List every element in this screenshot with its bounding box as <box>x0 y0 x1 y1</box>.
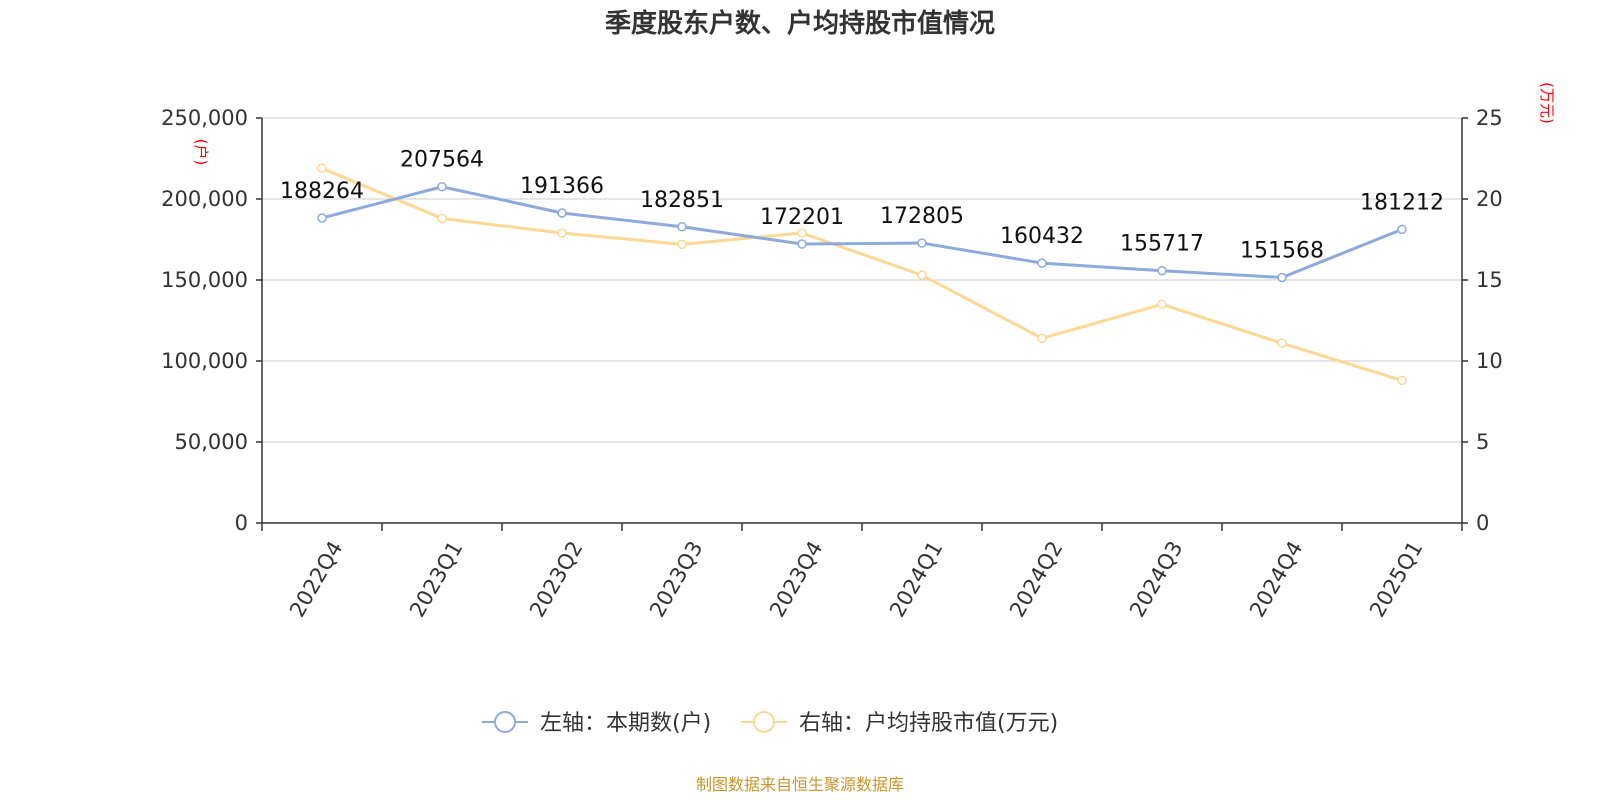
right-axis-unit: (万元) <box>1538 82 1556 124</box>
x-axis-tick-label: 2023Q3 <box>645 537 707 621</box>
data-label: 151568 <box>1240 238 1324 263</box>
legend-label: 右轴：户均持股市值(万元) <box>799 711 1058 736</box>
left-axis-unit: (户) <box>192 139 210 166</box>
legend-item[interactable]: 左轴：本期数(户) <box>482 711 711 736</box>
data-label: 191366 <box>520 174 604 199</box>
legend-item[interactable]: 右轴：户均持股市值(万元) <box>741 711 1058 736</box>
data-point <box>1037 258 1047 268</box>
data-label: 160432 <box>1000 224 1084 249</box>
data-point <box>557 208 567 218</box>
x-axis-tick-label: 2023Q1 <box>405 537 467 621</box>
x-axis-tick-label: 2024Q3 <box>1125 537 1187 621</box>
x-axis-tick-label: 2022Q4 <box>285 537 347 621</box>
x-axis-tick-label: 2023Q2 <box>525 537 587 621</box>
grid-layer <box>262 117 1462 443</box>
data-label: 182851 <box>640 188 724 213</box>
legend-marker <box>494 711 516 733</box>
data-point <box>1277 272 1287 283</box>
x-axis-tick-label: 2023Q4 <box>765 537 827 621</box>
left-axis-tick-label: 250,000 <box>161 106 248 130</box>
right-axis-tick-label: 15 <box>1476 268 1503 292</box>
x-axis-tick-label: 2025Q1 <box>1365 537 1427 621</box>
data-point <box>1397 224 1407 235</box>
data-label: 188264 <box>280 179 364 204</box>
legend[interactable]: 左轴：本期数(户) 右轴：户均持股市值(万元) <box>482 711 1058 736</box>
data-point <box>317 163 327 173</box>
series-line <box>321 166 1403 382</box>
right-axis-tick-label: 0 <box>1476 511 1489 535</box>
data-point <box>917 238 927 248</box>
source-note: 制图数据来自恒生聚源数据库 <box>696 775 904 794</box>
data-point <box>1277 338 1287 348</box>
data-point <box>1157 299 1167 310</box>
data-label: 172805 <box>880 204 964 229</box>
data-point <box>797 228 807 238</box>
data-point <box>437 213 447 224</box>
right-axis-tick-label: 25 <box>1476 106 1503 130</box>
data-label: 172201 <box>760 205 844 230</box>
legend-marker <box>753 711 775 733</box>
data-point <box>677 222 687 232</box>
data-point <box>437 181 447 192</box>
data-label: 207564 <box>400 148 484 173</box>
legend-label: 左轴：本期数(户) <box>540 711 711 736</box>
data-point <box>1037 333 1047 344</box>
data-point <box>1157 265 1167 276</box>
data-point <box>557 228 567 238</box>
left-axis-tick-label: 100,000 <box>161 349 248 373</box>
left-axis-tick-label: 200,000 <box>161 187 248 211</box>
left-axis-tick-label: 150,000 <box>161 268 248 292</box>
data-point <box>797 239 807 249</box>
axes-layer: 0 50,000 100,000 150,000 200,000 250,000 0 5 10 1… <box>161 82 1556 621</box>
data-point <box>917 270 927 280</box>
x-axis-tick-label: 2024Q2 <box>1005 537 1067 621</box>
data-point <box>1397 375 1407 386</box>
data-point <box>317 213 327 223</box>
series-line <box>321 185 1403 279</box>
right-axis-tick-label: 5 <box>1476 430 1489 454</box>
data-label: 155717 <box>1120 232 1204 257</box>
data-point <box>677 239 687 250</box>
left-axis-tick-label: 50,000 <box>175 430 248 454</box>
right-axis-tick-label: 10 <box>1476 349 1503 373</box>
series-layer <box>317 163 1407 386</box>
x-axis-tick-label: 2024Q4 <box>1245 537 1307 621</box>
data-label: 181212 <box>1360 190 1444 215</box>
labels-layer: 188264 207564 191366 182851 172201 172805 1604… <box>280 148 1444 264</box>
left-axis-tick-label: 0 <box>235 511 248 535</box>
x-axis-tick-label: 2024Q1 <box>885 537 947 621</box>
chart-title: 季度股东户数、户均持股市值情况 <box>605 8 995 39</box>
right-axis-tick-label: 20 <box>1476 187 1503 211</box>
